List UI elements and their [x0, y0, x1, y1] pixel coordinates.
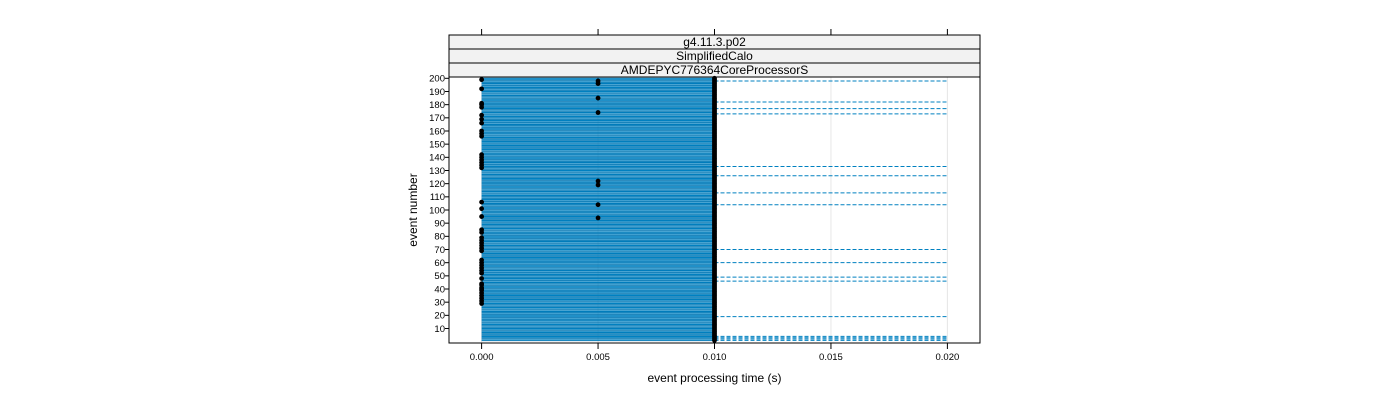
- x-tick-label-3: 0.015: [819, 352, 843, 363]
- point-0-000-event-106: [479, 199, 485, 205]
- y-tick-label-14: 150: [429, 139, 445, 150]
- x-tick-label-0: 0.000: [470, 352, 494, 363]
- point-0-005-event-119: [595, 182, 601, 188]
- y-tick-label-9: 100: [429, 205, 445, 216]
- point-0-000-event-166: [479, 120, 485, 126]
- point-0-000-event-192: [479, 86, 485, 92]
- y-tick-label-1: 20: [434, 311, 445, 322]
- intervals-layer: [481, 77, 948, 342]
- strip-group: g4.11.3.p02 SimplifiedCalo AMDEPYC776364…: [448, 34, 981, 78]
- strip-1-label: g4.11.3.p02: [683, 35, 746, 49]
- strip-3-label: AMDEPYC776364CoreProcessorS: [621, 63, 808, 77]
- x-axis-label: event processing time (s): [647, 371, 781, 385]
- point-0-000-event-62: [479, 257, 485, 263]
- y-tick-label-12: 130: [429, 166, 445, 177]
- y-tick-label-10: 110: [430, 192, 445, 203]
- point-0-000-event-172: [479, 112, 485, 118]
- point-0-000-event-79: [479, 235, 485, 241]
- point-0-000-event-181: [479, 100, 485, 106]
- y-tick-label-5: 60: [434, 258, 445, 269]
- point-0-000-event-160: [479, 128, 485, 134]
- y-tick-label-18: 190: [429, 87, 445, 98]
- x-tick-label-2: 0.010: [703, 352, 727, 363]
- x-tick-label-4: 0.020: [936, 352, 960, 363]
- y-tick-label-15: 160: [429, 126, 445, 137]
- y-tick-label-17: 180: [429, 100, 445, 111]
- y-tick-label-19: 200: [429, 74, 445, 85]
- y-axis: 10 20 30 40 50 60 70 80 90 100 110 120 130 140 150 160 1…: [429, 74, 449, 335]
- point-0-005-event-174: [595, 110, 601, 115]
- y-tick-label-0: 10: [434, 324, 445, 335]
- point-0-000-event-85: [479, 227, 485, 233]
- point-0-005-event-94: [595, 215, 601, 221]
- y-tick-label-7: 80: [434, 232, 445, 243]
- y-tick-label-11: 120: [429, 179, 445, 190]
- points-layer: [479, 75, 717, 343]
- x-tick-label-1: 0.005: [586, 352, 610, 363]
- point-0-005-event-185: [595, 95, 601, 101]
- point-0-000-event-48: [479, 276, 485, 281]
- point-0-000-event-142: [479, 152, 485, 158]
- x-axis: 0.000 0.005 0.010 0.015 0.020: [470, 29, 960, 363]
- point-0-005-event-198: [595, 78, 601, 84]
- point-0-000-event-101: [479, 206, 485, 212]
- y-tick-label-13: 140: [429, 153, 445, 164]
- point-0-000-event-95: [479, 214, 485, 219]
- y-tick-label-8: 90: [434, 218, 445, 229]
- point-0-005-event-104: [595, 202, 601, 208]
- y-tick-label-4: 50: [434, 271, 445, 282]
- strip-2-label: SimplifiedCalo: [676, 49, 753, 63]
- point-0-000-event-44: [479, 281, 485, 287]
- y-tick-label-16: 170: [429, 113, 445, 124]
- y-axis-label: event number: [406, 173, 420, 246]
- y-tick-label-6: 70: [434, 245, 445, 256]
- point-0-005-event-122: [595, 178, 601, 184]
- point-0-000-event-169: [479, 116, 485, 122]
- y-tick-label-3: 40: [434, 284, 445, 295]
- point-0-000-event-199: [479, 77, 485, 83]
- y-tick-label-2: 30: [434, 297, 445, 308]
